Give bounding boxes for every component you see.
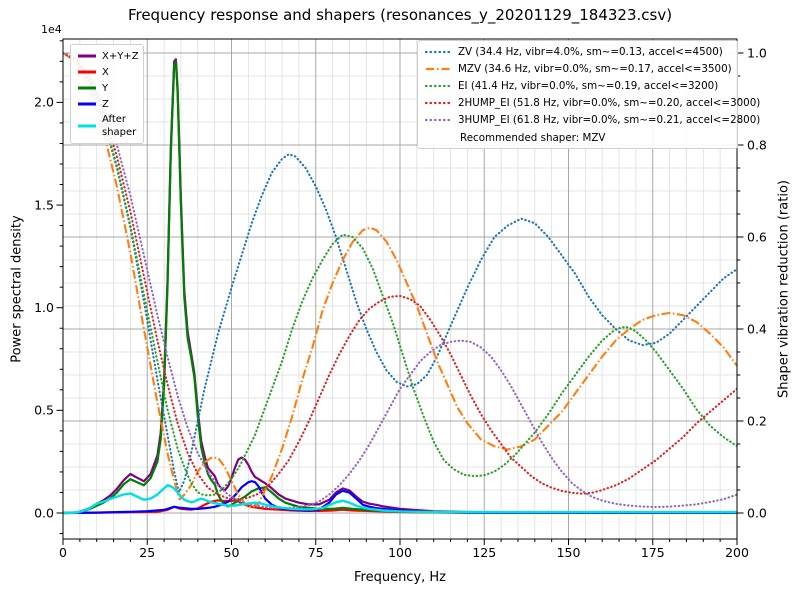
legend-line-sample bbox=[78, 86, 96, 90]
legend-item-label: Z bbox=[102, 98, 109, 110]
dotted-line-icon bbox=[425, 119, 453, 122]
y-right-tick-label: 0.4 bbox=[747, 321, 767, 336]
curve-ei bbox=[63, 51, 737, 497]
y-left-tick-label: 1.5 bbox=[34, 197, 54, 212]
legend-item-label: ZV (34.4 Hz, vibr=4.0%, sm~=0.13, accel<… bbox=[458, 45, 723, 58]
y-right-axis-label: Shaper vibration reduction (ratio) bbox=[776, 180, 792, 398]
legend-item-x: X bbox=[73, 64, 141, 80]
legend-line-sample bbox=[78, 102, 96, 106]
x-tick-label: 50 bbox=[224, 545, 240, 560]
tick-labels: 0 25 50 75 100 125 150 175 200 0.0 0.5 1.0 1.5 2.0 0.0… bbox=[34, 45, 767, 560]
curve-y bbox=[63, 60, 737, 515]
legend-item-label: X bbox=[102, 66, 109, 78]
ticks bbox=[56, 40, 744, 545]
legend-psd-curves: X+Y+Z X Y Z After shaper bbox=[70, 44, 144, 144]
curve-3hump-ei bbox=[63, 51, 737, 509]
y-right-tick-label: 0.2 bbox=[747, 413, 767, 428]
legend-item-mzv: MZV (34.6 Hz, vibr=0.0%, sm~=0.17, accel… bbox=[421, 60, 734, 77]
legend-item-label: EI (41.4 Hz, vibr=0.0%, sm~=0.19, accel<… bbox=[458, 79, 719, 92]
legend-item-3hump-ei: 3HUMP_EI (61.8 Hz, vibr=0.0%, sm~=0.21, … bbox=[421, 112, 760, 129]
legend-item-label: MZV (34.6 Hz, vibr=0.0%, sm~=0.17, accel… bbox=[458, 62, 732, 75]
y-right-tick-label: 0.6 bbox=[747, 229, 767, 244]
curve-2hump-ei bbox=[63, 51, 737, 501]
legend-item-label: X+Y+Z bbox=[102, 50, 139, 62]
y-left-tick-label: 0.0 bbox=[34, 505, 54, 520]
dotted-line-icon bbox=[425, 84, 453, 88]
y-left-tick-label: 0.5 bbox=[34, 403, 54, 418]
y-right-tick-label: 0.8 bbox=[747, 137, 767, 152]
legend-item-label: After shaper bbox=[102, 114, 137, 138]
legend-line-sample bbox=[78, 54, 96, 58]
legend-item-y: Y bbox=[73, 80, 141, 96]
y-left-offset-label: 1e4 bbox=[41, 23, 62, 36]
legend-item-z: Z bbox=[73, 96, 141, 112]
x-tick-label: 25 bbox=[139, 545, 155, 560]
legend-item-label: 3HUMP_EI (61.8 Hz, vibr=0.0%, sm~=0.21, … bbox=[458, 114, 761, 127]
curve-after-shaper bbox=[63, 484, 737, 515]
dotted-line-icon bbox=[425, 50, 453, 53]
legend-item-after: After shaper bbox=[73, 112, 141, 140]
legend-line-sample bbox=[78, 124, 96, 128]
legend-item-label: Y bbox=[102, 82, 109, 94]
legend-item-ei: EI (41.4 Hz, vibr=0.0%, sm~=0.19, accel<… bbox=[421, 77, 734, 94]
legend-line-sample bbox=[78, 70, 96, 74]
y-left-tick-label: 1.0 bbox=[34, 300, 54, 315]
x-tick-label: 0 bbox=[59, 545, 67, 560]
x-tick-label: 150 bbox=[557, 545, 581, 560]
curve-zv bbox=[63, 51, 737, 494]
curves bbox=[63, 51, 737, 515]
x-tick-label: 175 bbox=[641, 545, 665, 560]
legend-item-x-y-z: X+Y+Z bbox=[73, 48, 141, 64]
legend-item-zv: ZV (34.4 Hz, vibr=4.0%, sm~=0.13, accel<… bbox=[421, 43, 734, 60]
y-right-tick-label: 0.0 bbox=[747, 505, 767, 520]
x-axis-label: Frequency, Hz bbox=[353, 570, 447, 585]
curve-mzv bbox=[63, 52, 737, 509]
x-tick-label: 75 bbox=[308, 545, 324, 560]
dotted-line-icon bbox=[425, 102, 453, 105]
legend-shapers: ZV (34.4 Hz, vibr=4.0%, sm~=0.13, accel<… bbox=[417, 40, 760, 150]
legend-item-label: 2HUMP_EI (51.8 Hz, vibr=0.0%, sm~=0.20, … bbox=[458, 97, 761, 110]
x-tick-label: 100 bbox=[388, 545, 412, 560]
dashdot-line-icon bbox=[426, 67, 452, 70]
y-left-tick-label: 2.0 bbox=[34, 95, 54, 110]
legend-item-2hump-ei: 2HUMP_EI (51.8 Hz, vibr=0.0%, sm~=0.20, … bbox=[421, 95, 760, 112]
curve-x-y-z bbox=[63, 58, 737, 515]
recommended-shaper-note: Recommended shaper: MZV bbox=[460, 131, 606, 144]
x-tick-label: 125 bbox=[472, 545, 496, 560]
x-tick-label: 200 bbox=[725, 545, 749, 560]
chart-title: Frequency response and shapers (resonanc… bbox=[127, 6, 673, 24]
y-left-axis-label: Power spectral density bbox=[9, 215, 25, 363]
y-right-tick-label: 1.0 bbox=[747, 45, 767, 60]
